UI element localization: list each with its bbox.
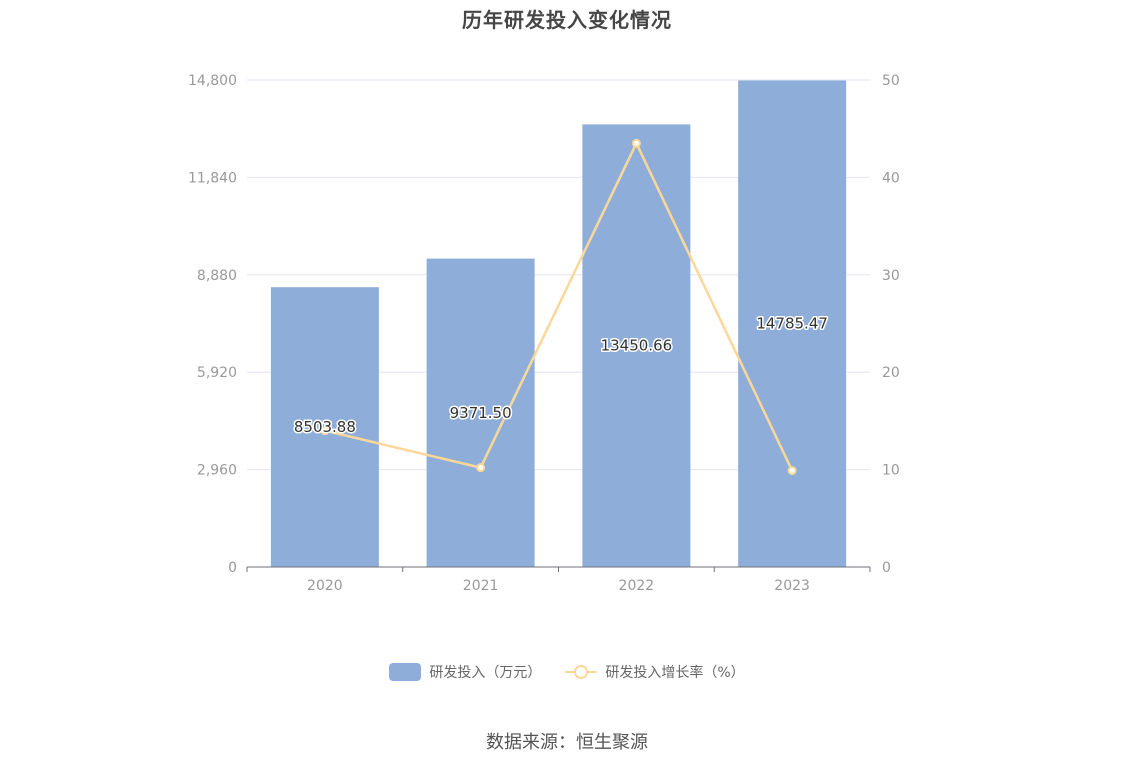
y-left-tick-label: 5,920 — [197, 365, 237, 381]
y-right-tick-label: 20 — [882, 365, 900, 381]
bar-2021 — [426, 258, 535, 567]
y-left-tick-label: 2,960 — [197, 463, 237, 479]
y-left-tick-label: 11,840 — [188, 170, 237, 186]
x-tick-label-2023: 2023 — [774, 578, 810, 594]
growth-rate-point-2023 — [787, 466, 797, 476]
line-layer — [320, 138, 797, 476]
y-right-tick-label: 10 — [882, 463, 900, 479]
legend-label-line: 研发投入增长率（%） — [605, 665, 745, 681]
x-tick-label-2022: 2022 — [619, 578, 655, 594]
growth-rate-line — [324, 140, 794, 472]
y-left-tick-label: 8,880 — [197, 268, 237, 284]
legend: 研发投入（万元） 研发投入增长率（%） — [0, 662, 1134, 682]
bar-data-label-2023: 14785.47 — [756, 315, 828, 333]
y-left-tick-label: 0 — [228, 560, 237, 576]
y-right-tick-label: 30 — [882, 268, 900, 284]
bar-data-label-2021: 9371.50 — [450, 404, 512, 422]
legend-item-bar-series[interactable]: 研发投入（万元） — [389, 662, 541, 682]
legend-bar-swatch — [389, 663, 422, 681]
axis-layer: 0 2,960 5,920 8,880 11,840 14,800 0 10 20 30 40 50 2… — [188, 73, 900, 594]
legend-label-bar: 研发投入（万元） — [429, 665, 542, 681]
label-layer: 8503.88 9371.50 13450.66 14785.47 — [292, 313, 829, 437]
y-left-tick-label: 14,800 — [188, 73, 237, 89]
bar-data-label-2022: 13450.66 — [601, 337, 673, 355]
growth-rate-point-2022 — [631, 138, 641, 148]
bar-data-label-2020: 8503.88 — [294, 418, 356, 436]
y-right-tick-label: 50 — [882, 73, 900, 89]
chart-title: 历年研发投入变化情况 — [462, 8, 672, 32]
growth-rate-point-2020 — [320, 426, 330, 436]
y-right-tick-label: 40 — [882, 170, 900, 186]
y-right-tick-label: 0 — [882, 560, 891, 576]
x-tick-label-2020: 2020 — [307, 578, 343, 594]
legend-item-line-series[interactable]: 研发投入增长率（%） — [565, 662, 745, 682]
bar-2022 — [582, 124, 691, 568]
bar-layer — [270, 80, 847, 568]
growth-rate-point-2021 — [476, 463, 486, 473]
bar-2023 — [738, 80, 847, 567]
data-source-note: 数据来源：恒生聚源 — [486, 732, 648, 753]
legend-line-swatch — [565, 663, 598, 681]
x-tick-label-2021: 2021 — [463, 578, 499, 594]
